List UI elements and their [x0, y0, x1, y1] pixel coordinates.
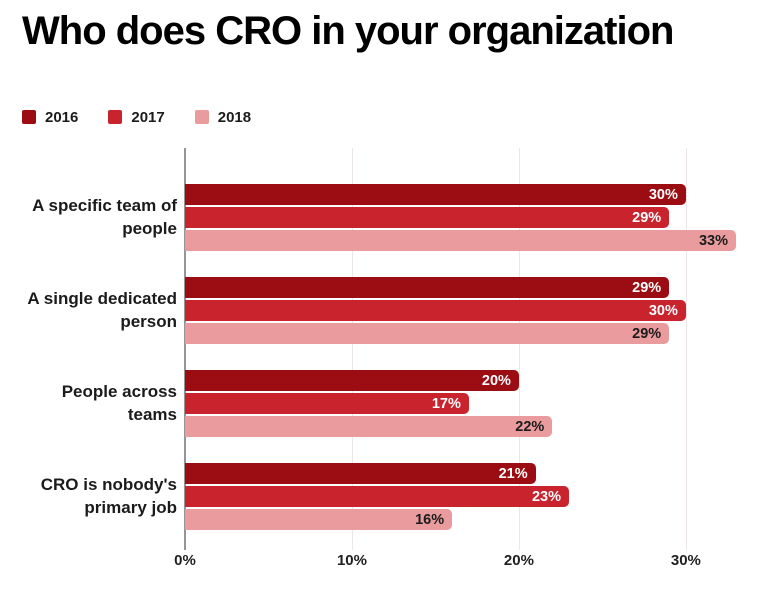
gridline	[351, 148, 353, 550]
legend: 2016 2017 2018	[22, 108, 741, 126]
chart-title: Who does CRO in your organization	[22, 9, 674, 53]
bar-groups: 30% 29% 33% 29% 30% 29% 20% 17% 22% 21% 23% 16%	[185, 171, 741, 543]
bar-value-label: 29%	[632, 279, 662, 296]
legend-swatch	[194, 110, 209, 124]
y-axis-line	[184, 148, 186, 550]
bar-value-label: 30%	[648, 302, 678, 319]
bar-2018: 29%	[185, 323, 670, 344]
x-axis-label: 10%	[336, 552, 367, 569]
category-label: A single dedicated person	[27, 289, 177, 331]
bar-value-label: 16%	[415, 511, 445, 528]
x-axis-label: 0%	[174, 552, 196, 569]
legend-swatch	[22, 110, 36, 124]
chart-area: A specific team of people A single dedica…	[22, 148, 741, 569]
bar-2016: 20%	[185, 370, 519, 391]
legend-label: 2017	[131, 108, 165, 126]
bar-2016: 30%	[185, 184, 686, 205]
bar-2018: 33%	[185, 230, 736, 251]
legend-item: 2016	[22, 109, 78, 126]
bar-group: 29% 30% 29%	[185, 264, 741, 357]
bar-2017: 29%	[185, 207, 670, 228]
bar-value-label: 29%	[632, 209, 662, 226]
legend-item: 2018	[194, 108, 252, 126]
bar-group: 20% 17% 22%	[185, 357, 741, 450]
plot-area: 30% 29% 33% 29% 30% 29% 20% 17% 22% 21% 23% 16% 0% 1…	[174, 148, 741, 569]
bar-2017: 23%	[185, 486, 570, 507]
bar-2016: 29%	[185, 277, 670, 298]
legend-item: 2017	[108, 108, 165, 126]
bar-value-label: 30%	[648, 186, 678, 203]
bar-2018: 22%	[185, 416, 553, 437]
bar-2016: 21%	[185, 463, 536, 484]
category-label: People across teams	[61, 382, 177, 424]
gridline	[518, 148, 520, 550]
bar-value-label: 21%	[498, 465, 528, 482]
gridline	[685, 148, 687, 550]
legend-label: 2018	[217, 108, 252, 126]
x-axis-label: 30%	[670, 552, 701, 569]
category-label: A specific team of people	[32, 196, 177, 238]
bar-value-label: 33%	[698, 232, 728, 249]
bar-group: 21% 23% 16%	[185, 450, 741, 543]
category-label: CRO is nobody's primary job	[40, 475, 177, 517]
category-labels: A specific team of people A single dedica…	[22, 148, 185, 543]
bar-2017: 30%	[185, 300, 686, 321]
bar-2017: 17%	[185, 393, 469, 414]
bar-value-label: 23%	[531, 488, 562, 505]
x-axis: 0% 10% 20% 30%	[174, 552, 741, 572]
legend-swatch	[108, 110, 123, 124]
bar-value-label: 17%	[431, 395, 461, 412]
bar-value-label: 22%	[515, 418, 545, 435]
bar-value-label: 20%	[481, 372, 511, 389]
x-axis-label: 20%	[503, 552, 534, 569]
bar-value-label: 29%	[632, 325, 662, 342]
legend-label: 2016	[45, 108, 79, 126]
bar-group: 30% 29% 33%	[185, 171, 741, 264]
bar-2018: 16%	[185, 509, 453, 530]
